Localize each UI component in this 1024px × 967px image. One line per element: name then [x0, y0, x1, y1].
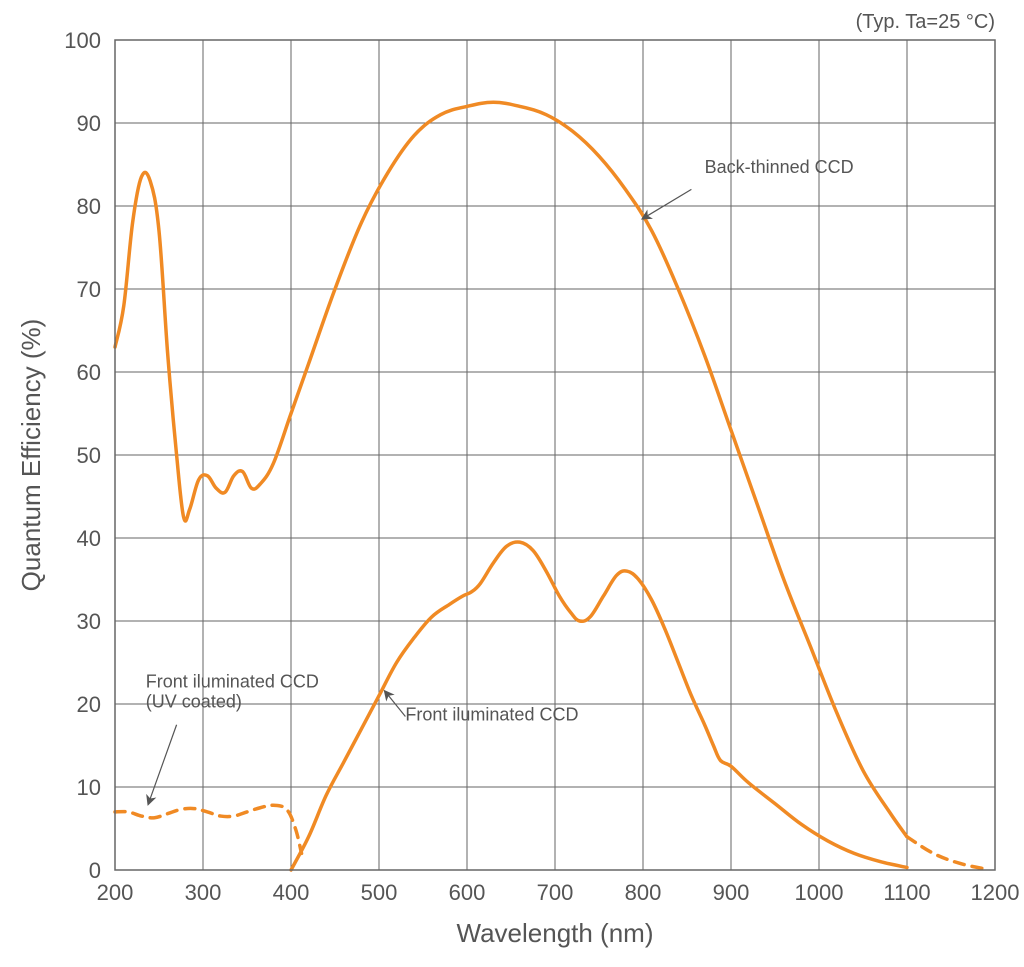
x-tick-label: 1100	[883, 880, 930, 905]
qe-chart: 200 300 400 500 600 700 800 900 1000 1100 1200 0 10 2…	[0, 0, 1024, 967]
y-tick-label: 80	[77, 194, 101, 219]
x-tick-label: 300	[185, 880, 222, 905]
x-tick-label: 600	[449, 880, 486, 905]
y-tick-label: 30	[77, 609, 101, 634]
y-tick-label: 60	[77, 360, 101, 385]
x-tick-label: 1000	[795, 880, 844, 905]
y-tick-label: 40	[77, 526, 101, 551]
annotation-front_label: Front iluminated CCD	[405, 705, 578, 725]
x-tick-label: 900	[713, 880, 750, 905]
y-tick-label: 50	[77, 443, 101, 468]
y-tick-label: 20	[77, 692, 101, 717]
y-tick-label: 0	[89, 858, 101, 883]
x-tick-label: 200	[97, 880, 134, 905]
y-tick-label: 70	[77, 277, 101, 302]
x-tick-label: 400	[273, 880, 310, 905]
x-tick-label: 700	[537, 880, 574, 905]
x-tick-label: 1200	[971, 880, 1020, 905]
y-tick-label: 10	[77, 775, 101, 800]
y-axis-label: Quantum Efficiency (%)	[16, 319, 46, 592]
annotation-back_thinned_label: Back-thinned CCD	[705, 157, 854, 177]
chart-svg: 200 300 400 500 600 700 800 900 1000 1100 1200 0 10 2…	[0, 0, 1024, 967]
y-tick-label: 90	[77, 111, 101, 136]
x-tick-label: 500	[361, 880, 398, 905]
y-tick-label: 100	[64, 28, 101, 53]
x-axis-label: Wavelength (nm)	[457, 918, 654, 948]
x-tick-label: 800	[625, 880, 662, 905]
chart-subtitle: (Typ. Ta=25 °C)	[856, 11, 995, 33]
